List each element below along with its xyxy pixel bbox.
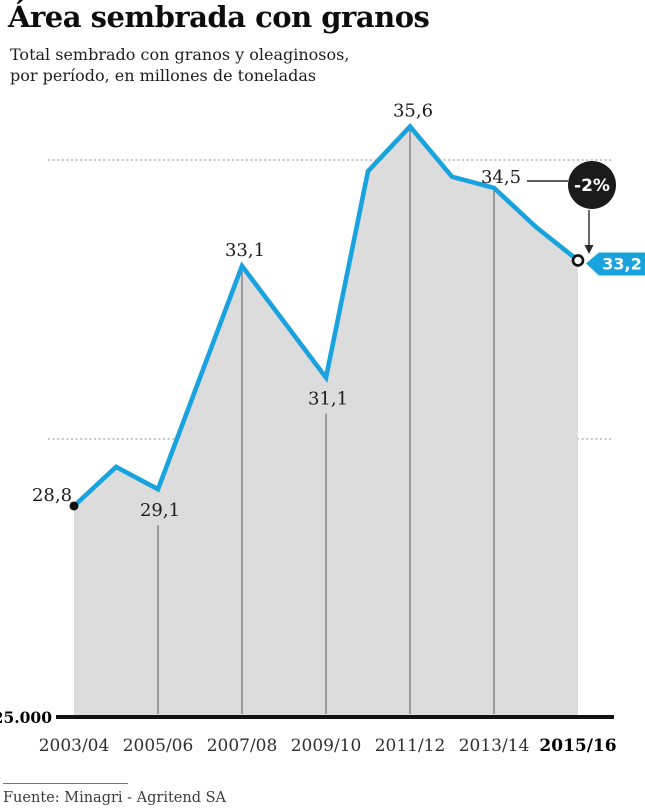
x-axis-label: 2007/08: [207, 736, 278, 756]
value-flag: [586, 252, 645, 276]
x-axis-label: 2009/10: [291, 736, 362, 756]
y-axis-baseline-label: 25.000: [0, 708, 52, 727]
end-point-dot: [571, 254, 585, 267]
data-label: 28,8: [32, 485, 72, 506]
x-axis-label: 2011/12: [375, 736, 446, 756]
chart-subtitle: Total sembrado con granos y oleaginosos,…: [10, 44, 349, 86]
subtitle-line-2: por período, en millones de toneladas: [10, 66, 317, 85]
x-axis-baseline: [56, 715, 614, 719]
data-label: 34,5: [481, 167, 521, 188]
footer-divider: [3, 783, 128, 784]
data-label: 31,1: [308, 389, 348, 410]
x-axis-label: 2013/14: [459, 736, 530, 756]
subtitle-line-1: Total sembrado con granos y oleaginosos,: [10, 45, 350, 64]
data-label: 35,6: [393, 101, 433, 122]
value-flag-label: 33,2: [602, 254, 641, 273]
data-label: 29,1: [140, 500, 180, 521]
page-title: Área sembrada con granos: [8, 0, 430, 34]
change-badge: [568, 161, 616, 209]
change-badge-label: -2%: [574, 176, 610, 196]
x-axis-label: 2005/06: [123, 736, 194, 756]
x-axis-label: 2015/16: [539, 736, 616, 756]
start-point-dot: [69, 501, 79, 511]
arrow-down-icon: [584, 245, 594, 254]
data-label: 33,1: [225, 240, 265, 261]
data-line: [72, 123, 580, 508]
x-axis-label: 2003/04: [39, 736, 110, 756]
source-note: Fuente: Minagri - Agritend SA: [3, 790, 227, 806]
